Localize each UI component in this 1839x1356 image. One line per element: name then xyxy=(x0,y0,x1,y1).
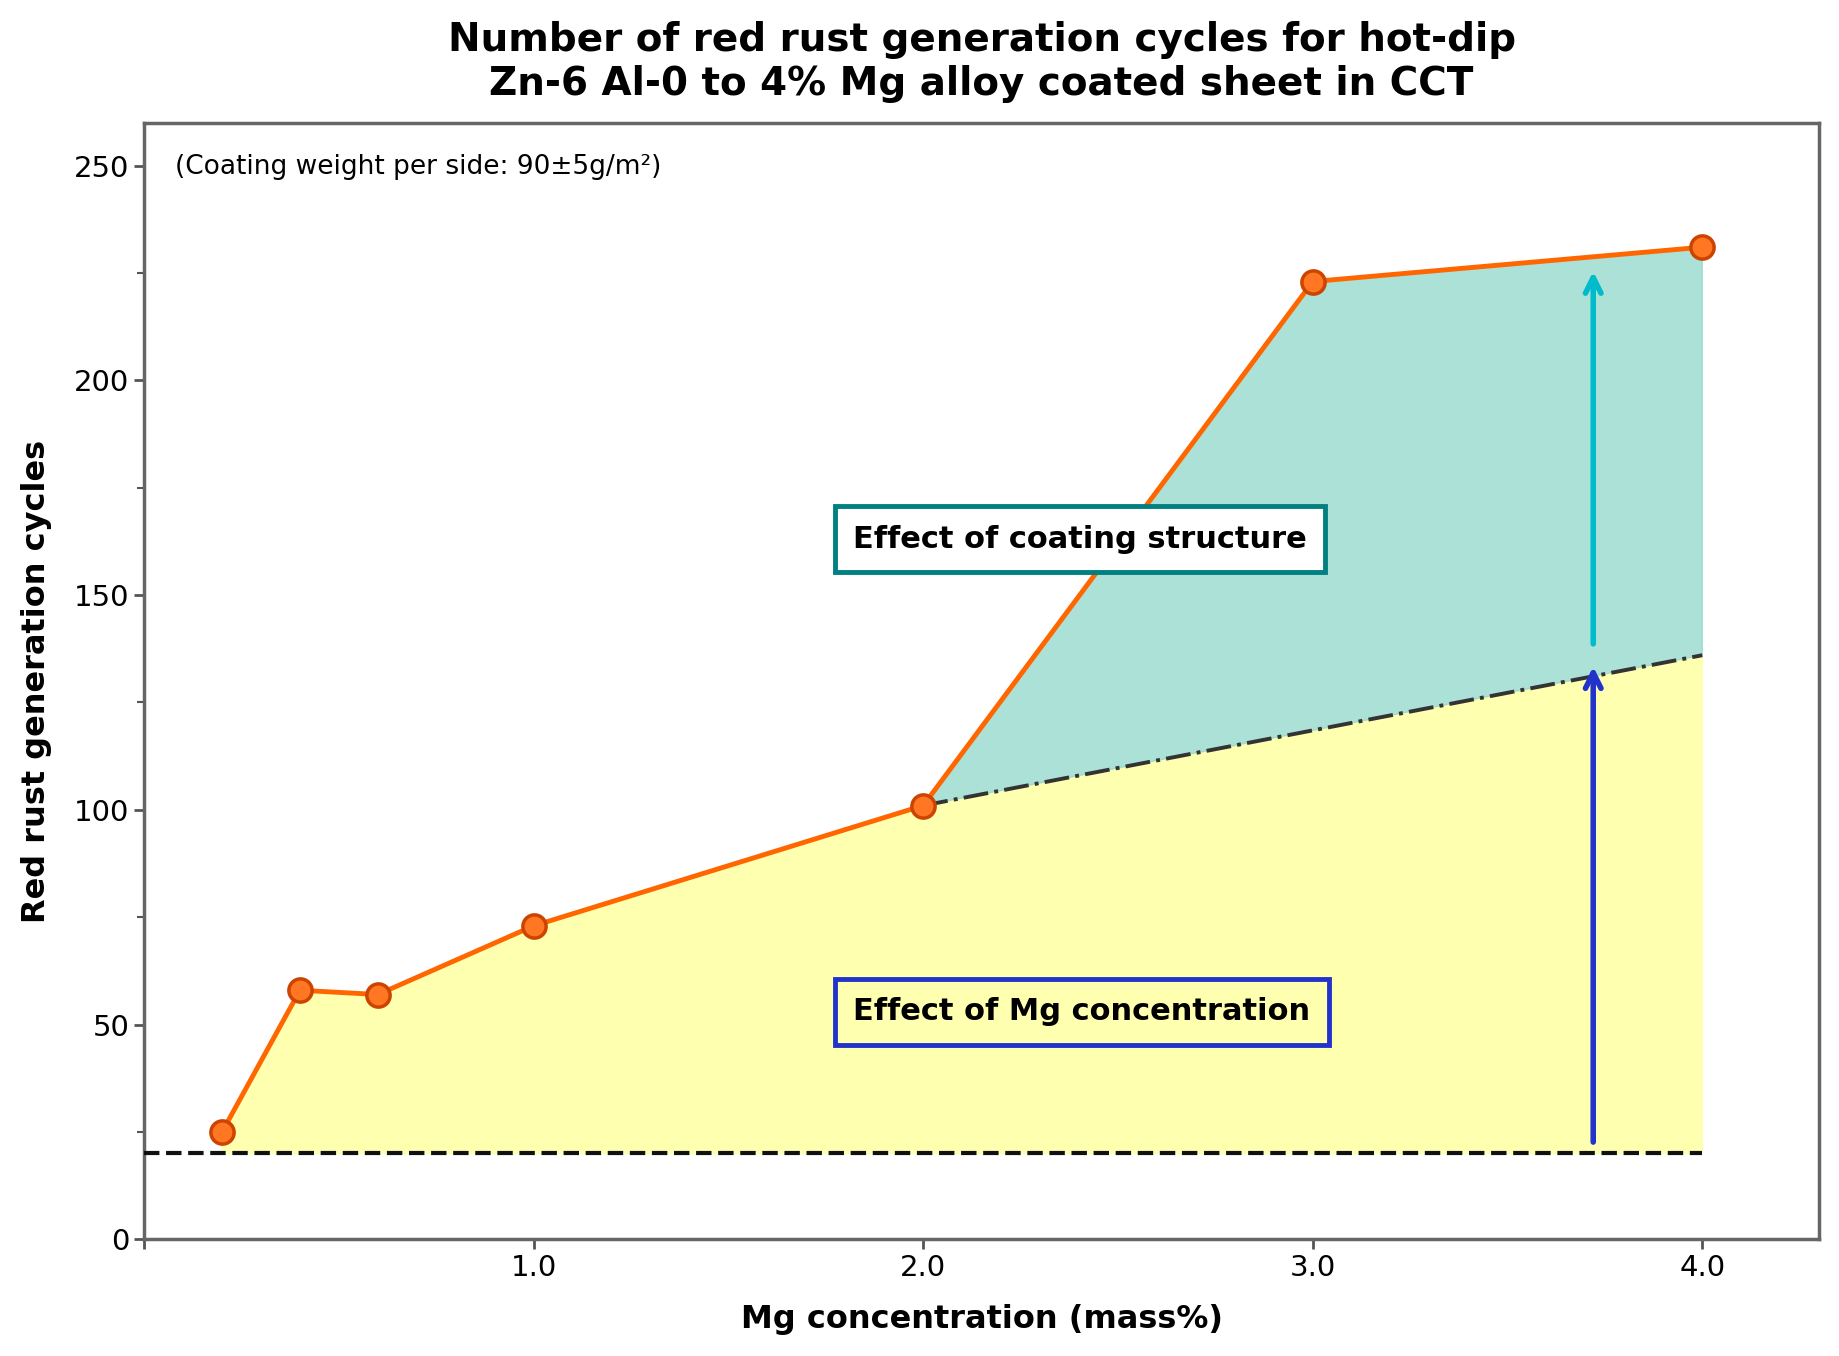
Text: Effect of Mg concentration: Effect of Mg concentration xyxy=(853,997,1309,1026)
Text: (Coating weight per side: 90±5g/m²): (Coating weight per side: 90±5g/m²) xyxy=(175,155,662,180)
Point xyxy=(1296,271,1326,293)
X-axis label: Mg concentration (mass%): Mg concentration (mass%) xyxy=(741,1304,1221,1336)
Point xyxy=(362,983,392,1005)
Y-axis label: Red rust generation cycles: Red rust generation cycles xyxy=(20,439,51,922)
Point xyxy=(285,979,314,1001)
Polygon shape xyxy=(923,247,1701,805)
Polygon shape xyxy=(223,655,1701,1154)
Point xyxy=(519,915,548,937)
Title: Number of red rust generation cycles for hot-dip
Zn-6 Al-0 to 4% Mg alloy coated: Number of red rust generation cycles for… xyxy=(447,20,1515,103)
Point xyxy=(1686,236,1716,258)
Point xyxy=(208,1121,237,1143)
Point xyxy=(908,795,938,816)
Text: Effect of coating structure: Effect of coating structure xyxy=(853,525,1306,553)
